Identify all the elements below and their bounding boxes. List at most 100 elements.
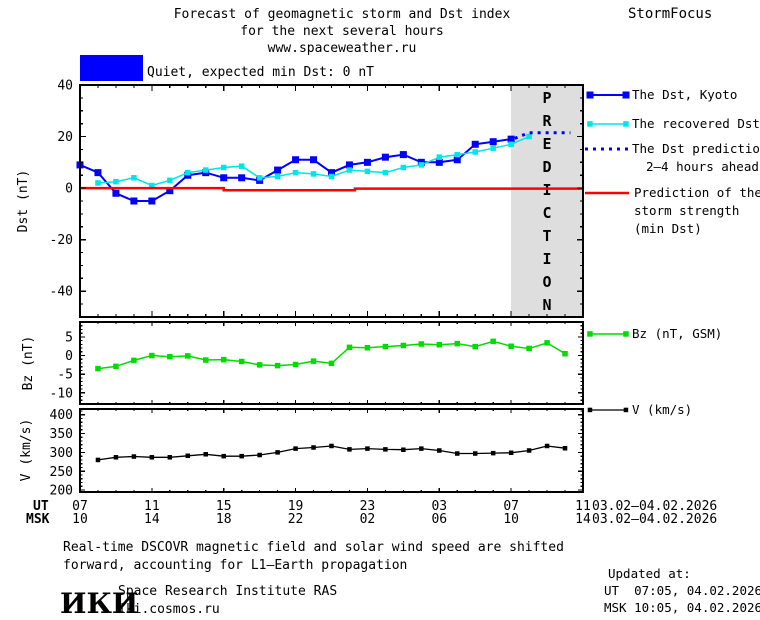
storm-level-label: Quiet, expected min Dst: 0 nT bbox=[147, 65, 374, 80]
y-tick-label: -10 bbox=[50, 386, 73, 401]
y-tick-label: 300 bbox=[50, 446, 73, 461]
bz-marker bbox=[220, 356, 227, 363]
legend-recovered-marker bbox=[587, 121, 593, 127]
bz-marker bbox=[203, 357, 209, 363]
v-marker bbox=[526, 448, 532, 453]
recovered-dst-marker bbox=[185, 169, 191, 176]
y-tick-label: 200 bbox=[50, 484, 73, 499]
v-marker bbox=[347, 447, 352, 452]
legend-bz-marker bbox=[587, 331, 593, 337]
updated-at-msk: MSK 10:05, 04.02.2026 bbox=[604, 600, 760, 615]
footnote-line2: forward, accounting for L1–Earth propaga… bbox=[63, 558, 407, 573]
institute-site-link[interactable]: iki.cosmos.ru bbox=[118, 602, 220, 617]
dst-kyoto-marker bbox=[238, 174, 246, 182]
prediction-band-letter: N bbox=[543, 296, 552, 314]
ut-tick-label: 19 bbox=[288, 499, 304, 514]
recovered-dst-marker bbox=[490, 145, 496, 151]
bz-marker bbox=[400, 342, 407, 349]
msk-tick-label: 02 bbox=[360, 512, 376, 527]
legend-prediction-label-line2: 2–4 hours ahead bbox=[646, 159, 759, 174]
prediction-band-letter: T bbox=[543, 227, 552, 245]
v-marker bbox=[275, 450, 280, 455]
y-tick-label: 350 bbox=[50, 427, 73, 442]
brand-label: StormFocus bbox=[628, 6, 712, 22]
msk-tick-label: 22 bbox=[288, 512, 304, 527]
panel-border bbox=[79, 408, 584, 493]
bz-marker bbox=[508, 343, 514, 349]
prediction-band-letter: E bbox=[543, 135, 552, 153]
legend-storm-label-line1: Prediction of the bbox=[634, 185, 760, 200]
msk-tick-label: 10 bbox=[503, 512, 519, 527]
dst-kyoto-marker bbox=[130, 197, 138, 205]
dst-kyoto-marker bbox=[112, 189, 120, 197]
updated-at-ut: UT 07:05, 04.02.2026 bbox=[604, 583, 760, 598]
y-tick-label: -5 bbox=[57, 368, 73, 383]
bz-marker bbox=[292, 361, 299, 368]
bz-marker bbox=[364, 344, 371, 351]
bz-marker bbox=[113, 363, 119, 370]
recovered-dst-marker bbox=[346, 167, 353, 173]
legend-storm-label-line2: storm strength bbox=[634, 203, 739, 218]
msk-tick-label: 06 bbox=[431, 512, 447, 527]
v-marker bbox=[239, 453, 244, 459]
bz-marker bbox=[562, 350, 568, 357]
recovered-dst-marker bbox=[274, 173, 281, 180]
recovered-dst-marker bbox=[113, 178, 119, 185]
v-marker bbox=[562, 445, 568, 451]
recovered-dst-marker bbox=[95, 180, 101, 186]
v-marker bbox=[95, 457, 101, 463]
v-marker bbox=[203, 452, 208, 457]
v-marker bbox=[131, 454, 137, 459]
v-axis-title: V (km/s) bbox=[19, 419, 34, 482]
v-marker bbox=[455, 451, 460, 456]
recovered-dst-marker bbox=[454, 151, 460, 158]
v-marker bbox=[221, 453, 226, 459]
dst-kyoto-marker bbox=[489, 138, 497, 146]
recovered-dst-marker bbox=[256, 175, 263, 181]
v-marker bbox=[419, 446, 424, 451]
y-tick-label: 0 bbox=[65, 182, 73, 197]
iki-logo: ИКИ bbox=[60, 587, 138, 620]
recovered-dst-marker bbox=[364, 168, 371, 175]
msk-tick-label: 18 bbox=[216, 512, 232, 527]
bz-marker bbox=[544, 340, 550, 346]
legend-recovered-label: The recovered Dst bbox=[632, 116, 760, 131]
dst-kyoto-marker bbox=[292, 156, 300, 164]
v-marker bbox=[365, 446, 370, 451]
storm-level-swatch bbox=[80, 55, 143, 81]
bz-axis-title: Bz (nT) bbox=[21, 336, 36, 391]
legend-bz-marker bbox=[623, 331, 629, 337]
msk-row-label: MSK bbox=[26, 512, 50, 527]
y-tick-label: 20 bbox=[57, 130, 73, 145]
ut-date-range: 03.02–04.02.2026 bbox=[592, 499, 717, 514]
page-title-line2: for the next several hours bbox=[240, 24, 444, 39]
y-tick-label: 0 bbox=[65, 349, 73, 364]
dst-kyoto-marker bbox=[220, 174, 228, 182]
dst-kyoto-marker bbox=[310, 156, 318, 164]
recovered-dst-marker bbox=[382, 169, 389, 176]
site-link[interactable]: www.spaceweather.ru bbox=[268, 41, 417, 56]
v-marker bbox=[311, 445, 316, 450]
dst-kyoto-marker bbox=[471, 140, 479, 148]
dst-kyoto-marker bbox=[453, 156, 461, 164]
dst-kyoto-marker bbox=[328, 169, 335, 177]
bz-marker bbox=[256, 362, 263, 368]
storm-prediction-line bbox=[80, 186, 583, 192]
recovered-dst-marker bbox=[436, 154, 443, 160]
v-marker bbox=[329, 443, 334, 449]
legend-dst-label: The Dst, Kyoto bbox=[632, 87, 737, 102]
prediction-band-letter: P bbox=[543, 89, 552, 107]
dst-kyoto-marker bbox=[345, 161, 353, 169]
legend-dst-marker bbox=[586, 91, 594, 99]
v-marker bbox=[544, 443, 550, 449]
legend-prediction-label-line1: The Dst prediction bbox=[632, 141, 760, 156]
bz-marker bbox=[274, 362, 281, 369]
recovered-dst-marker bbox=[418, 162, 425, 168]
recovered-dst-marker bbox=[131, 175, 137, 181]
bz-marker bbox=[185, 353, 191, 359]
recovered-dst-marker bbox=[220, 164, 227, 171]
y-tick-label: 5 bbox=[65, 330, 73, 345]
legend-v-label: V (km/s) bbox=[632, 402, 692, 417]
v-marker bbox=[257, 452, 262, 458]
